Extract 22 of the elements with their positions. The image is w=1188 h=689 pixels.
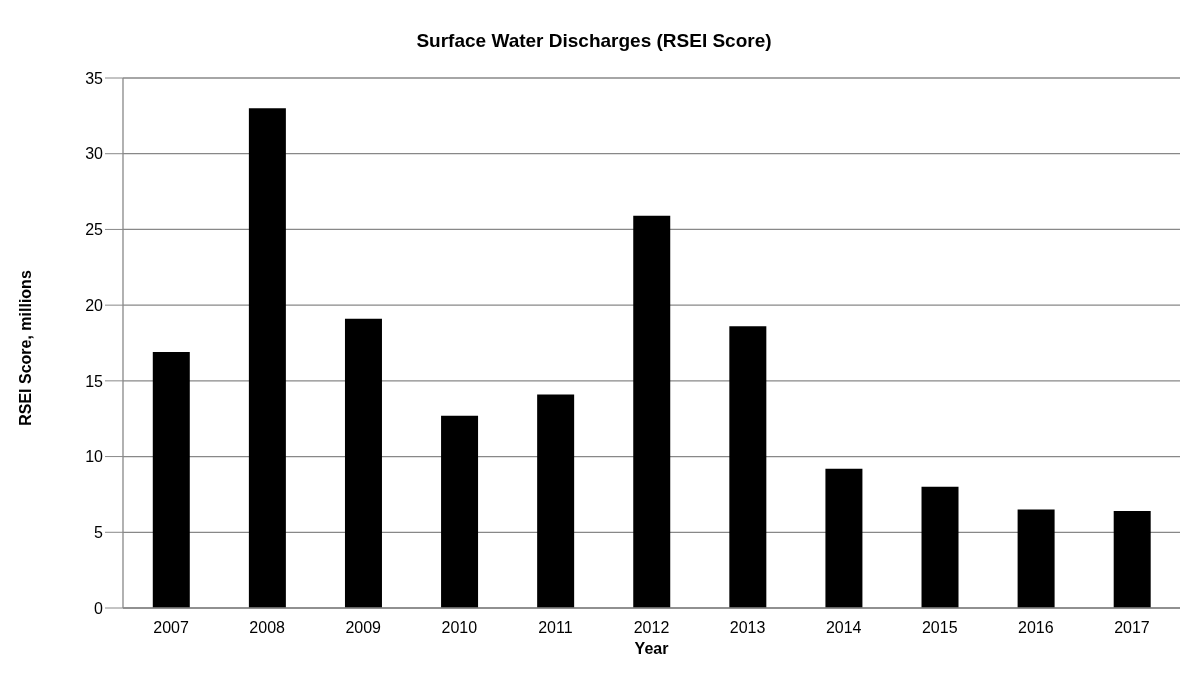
y-tick-label: 15 <box>85 372 104 390</box>
y-tick-label: 35 <box>85 69 104 87</box>
x-tick-label: 2012 <box>633 619 670 637</box>
x-tick-label: 2017 <box>1114 619 1150 637</box>
y-tick-label: 10 <box>85 448 104 466</box>
x-tick-label: 2010 <box>441 619 478 637</box>
x-tick-label: 2008 <box>249 619 286 637</box>
x-axis-title: Year <box>633 640 670 658</box>
x-tick-label: 2009 <box>345 619 382 637</box>
y-tick-label: 0 <box>94 599 104 617</box>
x-tick-label: 2011 <box>538 619 573 637</box>
y-tick-label: 30 <box>85 145 104 163</box>
y-tick-label: 5 <box>94 523 104 541</box>
y-tick-label: 20 <box>85 296 104 314</box>
x-tick-label: 2013 <box>729 619 766 637</box>
y-axis-title: RSEI Score, millions <box>17 270 35 426</box>
x-tick-label: 2015 <box>921 619 958 637</box>
chart-title: Surface Water Discharges (RSEI Score) <box>415 30 773 52</box>
x-tick-label: 2007 <box>153 619 189 637</box>
y-tick-label: 25 <box>85 221 104 239</box>
x-tick-label: 2016 <box>1018 619 1054 637</box>
x-tick-label: 2014 <box>825 619 862 637</box>
